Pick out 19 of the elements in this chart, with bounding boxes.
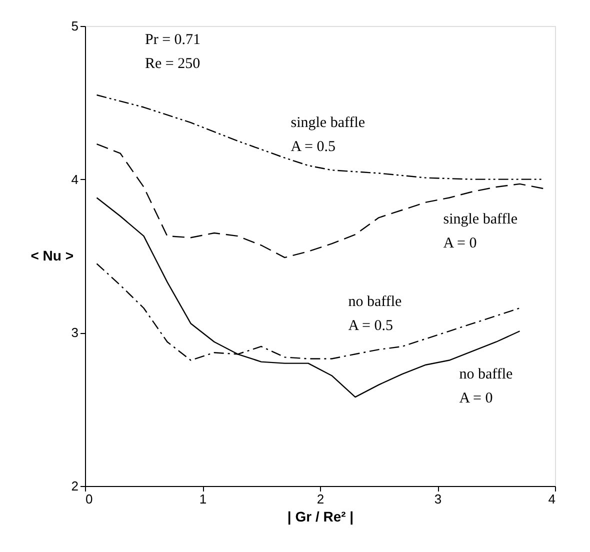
series-label: no baffle A = 0.5 bbox=[348, 294, 402, 334]
annotation: Pr = 0.71 bbox=[145, 32, 201, 48]
y-tick-label: 2 bbox=[71, 478, 78, 494]
series-label: single baffle A = 0 bbox=[443, 212, 518, 252]
y-tick-label: 3 bbox=[71, 325, 78, 340]
line-series bbox=[96, 143, 544, 258]
x-tick-label: 0 bbox=[86, 492, 93, 506]
x-tick-label: 2 bbox=[316, 492, 324, 506]
y-tick-label: 5 bbox=[71, 18, 78, 34]
x-tick-label: 1 bbox=[199, 492, 207, 506]
x-tick-label: 3 bbox=[434, 492, 442, 506]
y-axis-title: < Nu > bbox=[30, 248, 74, 264]
line-series bbox=[96, 94, 544, 180]
series-label: no baffle A = 0 bbox=[459, 366, 514, 406]
x-tick-label: 4 bbox=[548, 492, 556, 506]
annotation: Re = 250 bbox=[145, 56, 200, 72]
series-label: single baffle A = 0.5 bbox=[290, 114, 366, 155]
y-tick-label: 4 bbox=[71, 172, 78, 187]
x-axis-title: | Gr / Re² | bbox=[287, 508, 354, 526]
